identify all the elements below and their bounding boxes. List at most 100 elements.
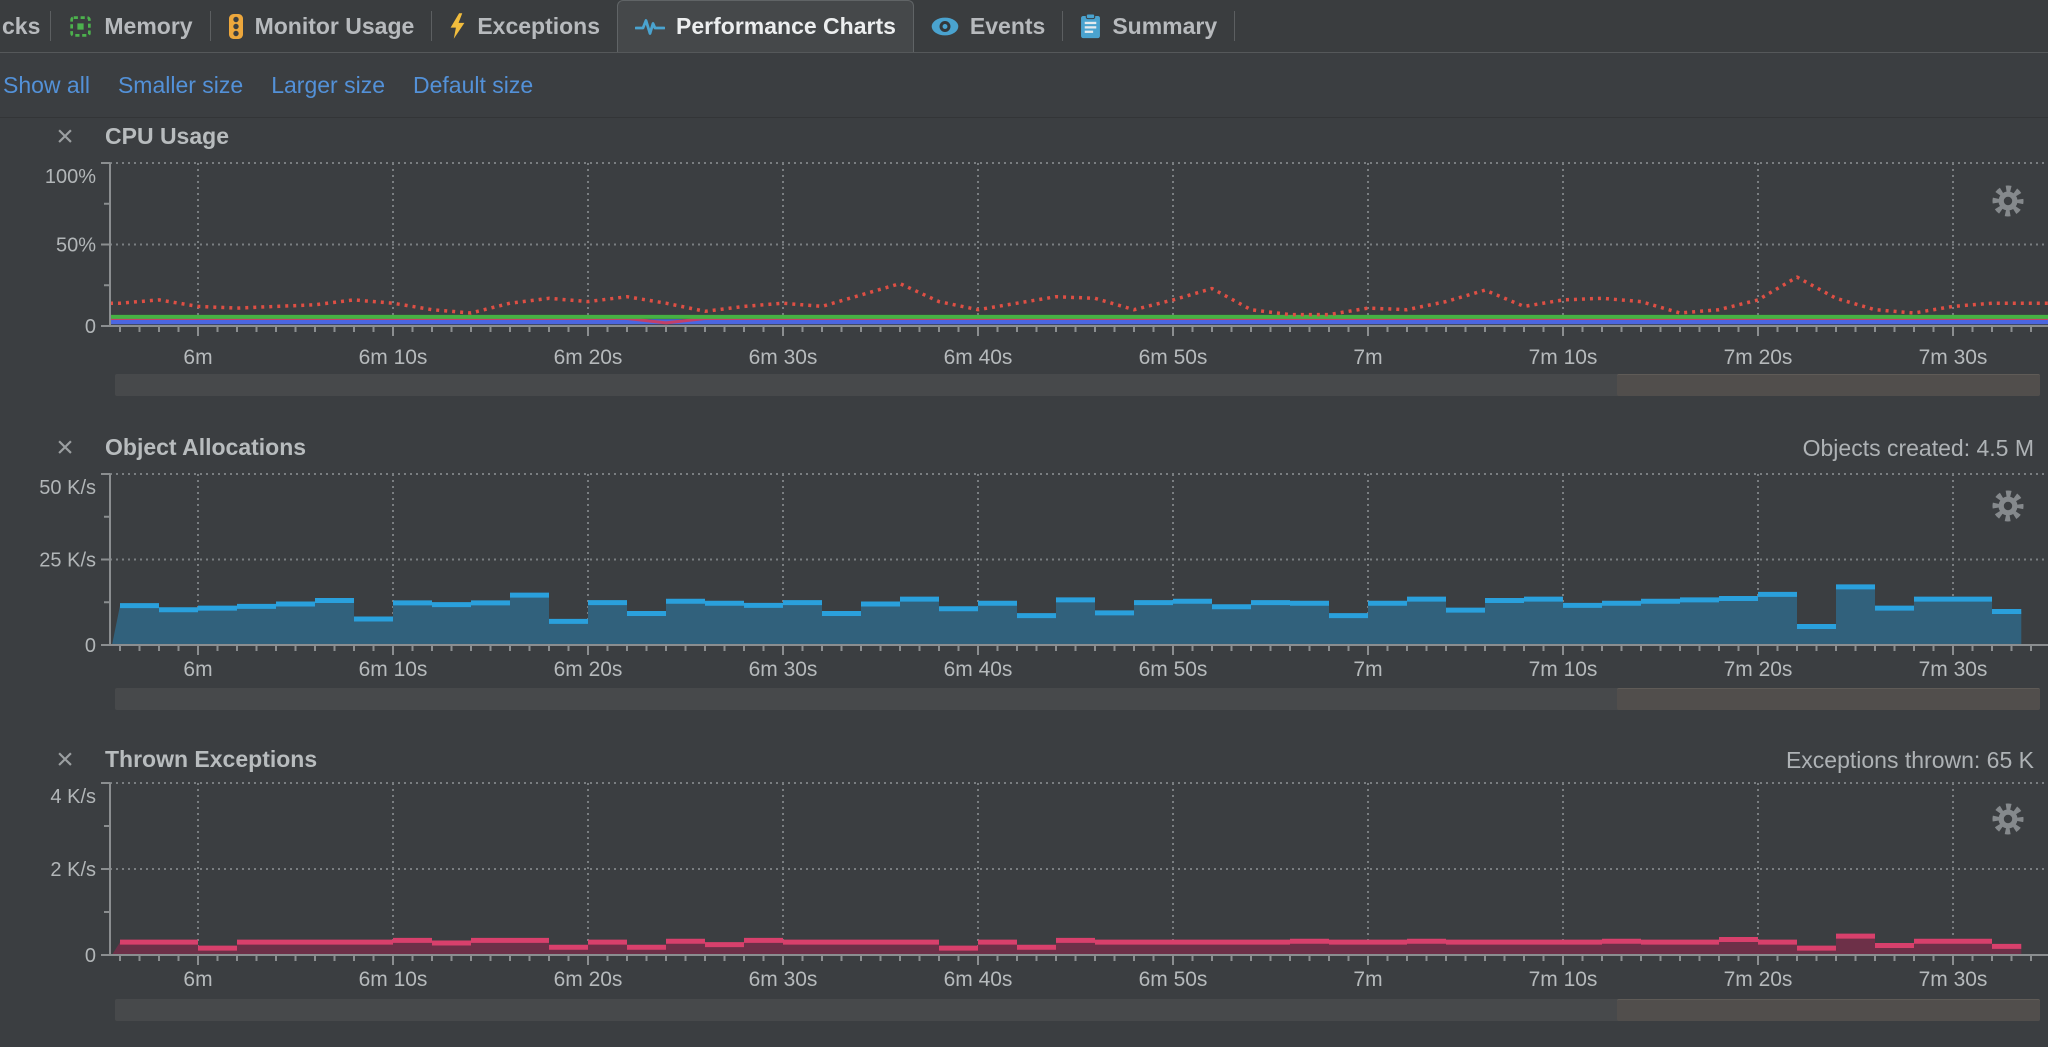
x-axis-label: 6m 50s — [1139, 658, 1208, 681]
close-icon[interactable]: × — [56, 743, 74, 776]
y-axis-label: 4 K/s — [50, 786, 96, 808]
x-axis-label: 7m 10s — [1529, 346, 1598, 369]
tab-bar: cks Memory Monitor Usage Exceptions Performa… — [0, 0, 2048, 53]
x-axis-label: 6m 40s — [944, 658, 1013, 681]
y-axis-label: 0 — [85, 945, 96, 967]
y-axis-label: 25 K/s — [39, 550, 96, 572]
chart-size-toolbar: Show all Smaller size Larger size Default s… — [0, 53, 2048, 118]
tab-performance-charts[interactable]: Performance Charts — [617, 0, 914, 52]
y-axis-label: 100% — [45, 166, 96, 188]
x-axis-label: 6m 40s — [944, 968, 1013, 991]
tab-exceptions[interactable]: Exceptions — [432, 0, 617, 52]
gear-glyph — [1992, 803, 2024, 835]
chart-settings-gear-icon[interactable] — [1989, 800, 2027, 838]
x-axis-label: 6m 20s — [554, 658, 623, 681]
link-default-size[interactable]: Default size — [412, 71, 534, 98]
exception-throw-rate-area — [112, 936, 2022, 955]
tab-separator — [431, 11, 433, 41]
cpu-usage-chart: 100% 50% 0 6m 6m 10s 6m 20s 6m 30s 6m 40s 6m 50s… — [45, 162, 2048, 369]
gear-glyph — [1992, 185, 2024, 217]
cpu-usage-panel-header: × CPU Usage — [0, 121, 2048, 157]
tab-label: Performance Charts — [676, 13, 896, 39]
object-allocations-panel-header: × Object Allocations Objects created: 4.… — [0, 432, 2048, 468]
tab-label: Exceptions — [477, 12, 601, 39]
tab-monitor-usage[interactable]: Monitor Usage — [211, 0, 432, 52]
x-axis-label: 6m 50s — [1139, 346, 1208, 369]
link-larger-size[interactable]: Larger size — [271, 71, 385, 98]
x-axis-label: 6m — [183, 968, 212, 991]
tab-label: Summary — [1112, 12, 1218, 39]
link-show-all[interactable]: Show all — [3, 71, 90, 98]
x-axis-label: 6m 30s — [749, 968, 818, 991]
x-axis-label: 6m 30s — [749, 658, 818, 681]
tab-separator — [209, 11, 211, 41]
panel-title: Thrown Exceptions — [105, 746, 318, 772]
x-axis-label: 7m 20s — [1724, 346, 1793, 369]
objects-created-counter: Objects created: 4.5 M — [1802, 435, 2034, 461]
y-axis-label: 2 K/s — [50, 859, 96, 881]
exceptions-thrown-counter: Exceptions thrown: 65 K — [1785, 747, 2034, 773]
scrollbar-thumb[interactable] — [1617, 999, 2040, 1021]
tab-separator — [50, 11, 52, 41]
tab-label: Monitor Usage — [254, 12, 415, 39]
x-axis-label: 7m 20s — [1724, 968, 1793, 991]
clipboard-icon — [1081, 13, 1101, 39]
object-allocation-rate-area — [112, 586, 2022, 645]
lightning-bolt-icon — [450, 13, 465, 39]
chart-settings-gear-icon[interactable] — [1989, 182, 2027, 220]
gear-glyph — [1992, 490, 2024, 522]
panel-title: CPU Usage — [105, 123, 229, 149]
link-smaller-size[interactable]: Smaller size — [117, 71, 244, 98]
object-allocations-chart: 50 K/s 25 K/s 0 6m 6m 10s 6m 20s 6m 30s 6m 40s 6… — [39, 473, 2048, 681]
y-axis-label: 0 — [85, 316, 96, 338]
x-axis-label: 6m 10s — [359, 968, 428, 991]
tab-separator — [1062, 11, 1064, 41]
x-axis-label: 6m — [183, 346, 212, 369]
x-axis-label: 7m — [1353, 346, 1382, 369]
x-axis-label: 6m 20s — [554, 968, 623, 991]
thrown-exceptions-panel-header: × Thrown Exceptions Exceptions thrown: 6… — [0, 744, 2048, 780]
x-axis-label: 6m 30s — [749, 346, 818, 369]
x-axis-label: 7m 30s — [1919, 658, 1988, 681]
tab-label: Events — [969, 12, 1046, 39]
x-axis-label: 7m 30s — [1919, 968, 1988, 991]
chart-horizontal-scrollbar[interactable] — [115, 999, 2040, 1021]
y-axis-label: 50 K/s — [39, 477, 96, 499]
close-icon[interactable]: × — [56, 431, 74, 464]
chart-settings-gear-icon[interactable] — [1989, 487, 2027, 525]
x-axis-label: 6m — [183, 658, 212, 681]
y-axis-label: 0 — [85, 635, 96, 657]
red-dotted-cpu-usage-series — [110, 275, 2048, 317]
x-axis-label: 6m 50s — [1139, 968, 1208, 991]
tab-cks[interactable]: cks — [0, 0, 50, 52]
pulse-waveform-icon — [635, 18, 666, 35]
x-axis-label: 6m 10s — [359, 658, 428, 681]
chart-horizontal-scrollbar[interactable] — [115, 688, 2040, 710]
tab-summary[interactable]: Summary — [1063, 0, 1234, 52]
scrollbar-thumb[interactable] — [1617, 688, 2040, 710]
x-axis-label: 6m 10s — [359, 346, 428, 369]
x-axis-label: 6m 20s — [554, 346, 623, 369]
x-axis-label: 7m 30s — [1919, 346, 1988, 369]
x-axis-label: 7m — [1353, 968, 1382, 991]
x-axis-label: 7m — [1353, 658, 1382, 681]
x-axis-label: 7m 20s — [1724, 658, 1793, 681]
eye-icon — [931, 17, 959, 35]
tab-events[interactable]: Events — [914, 0, 1062, 52]
tab-separator — [1234, 11, 1236, 41]
tab-memory[interactable]: Memory — [51, 0, 209, 52]
memory-chip-icon — [70, 15, 92, 37]
x-axis-label: 7m 10s — [1529, 968, 1598, 991]
panel-title: Object Allocations — [105, 434, 307, 460]
scrollbar-thumb[interactable] — [1617, 374, 2040, 396]
tab-label: cks — [2, 12, 41, 39]
chart-horizontal-scrollbar[interactable] — [115, 374, 2040, 396]
tab-label: Memory — [104, 12, 193, 39]
y-axis-label: 50% — [56, 235, 96, 257]
x-axis-label: 6m 40s — [944, 346, 1013, 369]
traffic-light-icon — [228, 13, 243, 39]
x-axis-label: 7m 10s — [1529, 658, 1598, 681]
close-icon[interactable]: × — [56, 120, 74, 153]
thrown-exceptions-chart: 4 K/s 2 K/s 0 6m 6m 10s 6m 20s 6m 30s 6m 40s 6m … — [50, 782, 2048, 991]
